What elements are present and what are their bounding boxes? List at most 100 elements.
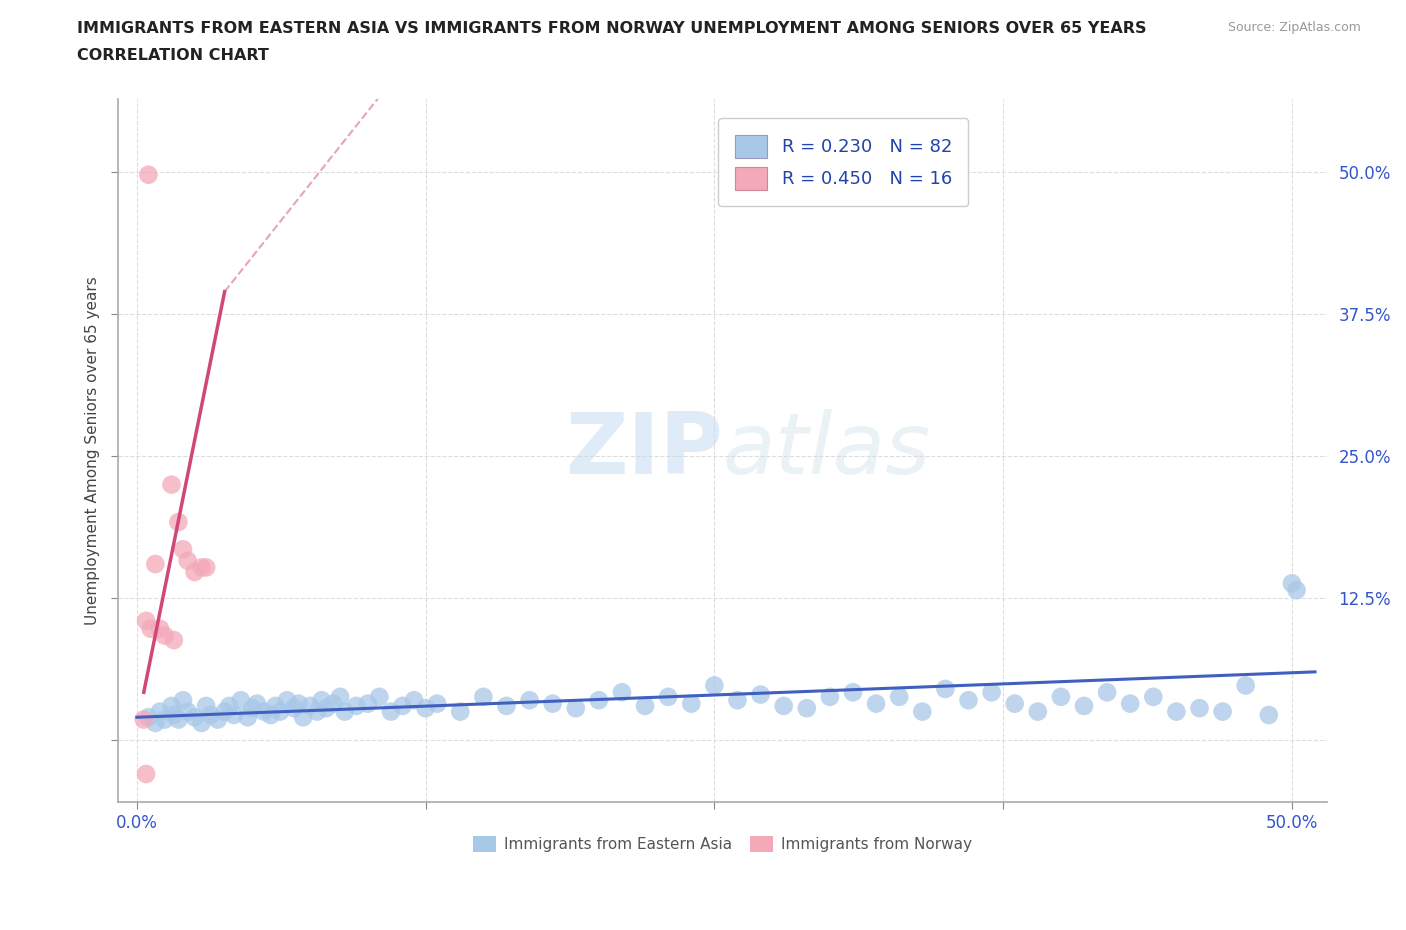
Point [1119,697,1142,711]
Point [160,698,183,713]
Point [402,693,425,708]
Point [519,693,541,708]
Point [207,712,229,727]
Point [214,704,236,719]
Point [149,704,172,719]
Point [749,687,772,702]
Point [1188,700,1211,715]
Point [292,710,315,724]
Point [634,698,657,713]
Text: ZIP: ZIP [565,409,723,492]
Text: CORRELATION CHART: CORRELATION CHART [77,48,269,63]
Point [153,628,176,643]
Point [344,698,367,713]
Point [276,693,298,708]
Point [957,693,980,708]
Point [299,698,322,713]
Point [283,700,305,715]
Point [149,621,172,636]
Point [1095,684,1118,699]
Point [980,684,1002,699]
Point [176,553,198,568]
Point [160,477,183,492]
Point [190,560,212,575]
Point [329,689,352,704]
Point [1234,678,1257,693]
Legend: Immigrants from Eastern Asia, Immigrants from Norway: Immigrants from Eastern Asia, Immigrants… [467,830,977,858]
Point [176,704,198,719]
Point [305,704,328,719]
Point [772,698,794,713]
Text: Source: ZipAtlas.com: Source: ZipAtlas.com [1227,21,1361,34]
Point [368,689,391,704]
Point [449,704,471,719]
Point [1073,698,1095,713]
Point [183,565,205,579]
Point [183,710,205,724]
Point [1050,689,1073,704]
Point [610,684,633,699]
Point [138,167,160,182]
Point [240,700,263,715]
Point [190,715,212,730]
Text: atlas: atlas [723,409,931,492]
Point [311,693,333,708]
Point [260,708,283,723]
Point [426,697,449,711]
Point [229,693,252,708]
Point [495,698,517,713]
Point [865,697,887,711]
Point [565,700,588,715]
Point [143,556,166,571]
Point [1142,689,1164,704]
Point [246,697,269,711]
Point [167,514,190,529]
Point [1285,583,1308,598]
Point [139,621,162,636]
Point [588,693,610,708]
Point [541,697,564,711]
Point [135,614,157,629]
Point [1004,697,1026,711]
Point [842,684,865,699]
Point [269,704,291,719]
Point [380,704,402,719]
Point [415,700,437,715]
Point [333,704,356,719]
Point [1212,704,1234,719]
Point [1257,708,1279,723]
Point [135,766,157,781]
Point [200,708,222,723]
Point [911,704,934,719]
Y-axis label: Unemployment Among Seniors over 65 years: Unemployment Among Seniors over 65 years [86,276,100,625]
Point [818,689,841,704]
Point [796,700,818,715]
Point [264,698,287,713]
Point [172,693,194,708]
Point [143,715,166,730]
Point [681,697,703,711]
Point [934,682,956,697]
Point [163,708,186,723]
Point [195,560,218,575]
Point [153,712,176,727]
Point [218,698,240,713]
Point [322,697,344,711]
Point [138,710,160,724]
Point [657,689,679,704]
Point [236,710,259,724]
Point [727,693,749,708]
Point [1166,704,1188,719]
Point [253,704,276,719]
Point [1281,576,1303,591]
Point [195,698,218,713]
Point [167,712,190,727]
Point [357,697,380,711]
Point [472,689,495,704]
Point [132,712,155,727]
Text: IMMIGRANTS FROM EASTERN ASIA VS IMMIGRANTS FROM NORWAY UNEMPLOYMENT AMONG SENIOR: IMMIGRANTS FROM EASTERN ASIA VS IMMIGRAN… [77,21,1147,36]
Point [315,700,337,715]
Point [391,698,413,713]
Point [222,708,245,723]
Point [172,542,194,557]
